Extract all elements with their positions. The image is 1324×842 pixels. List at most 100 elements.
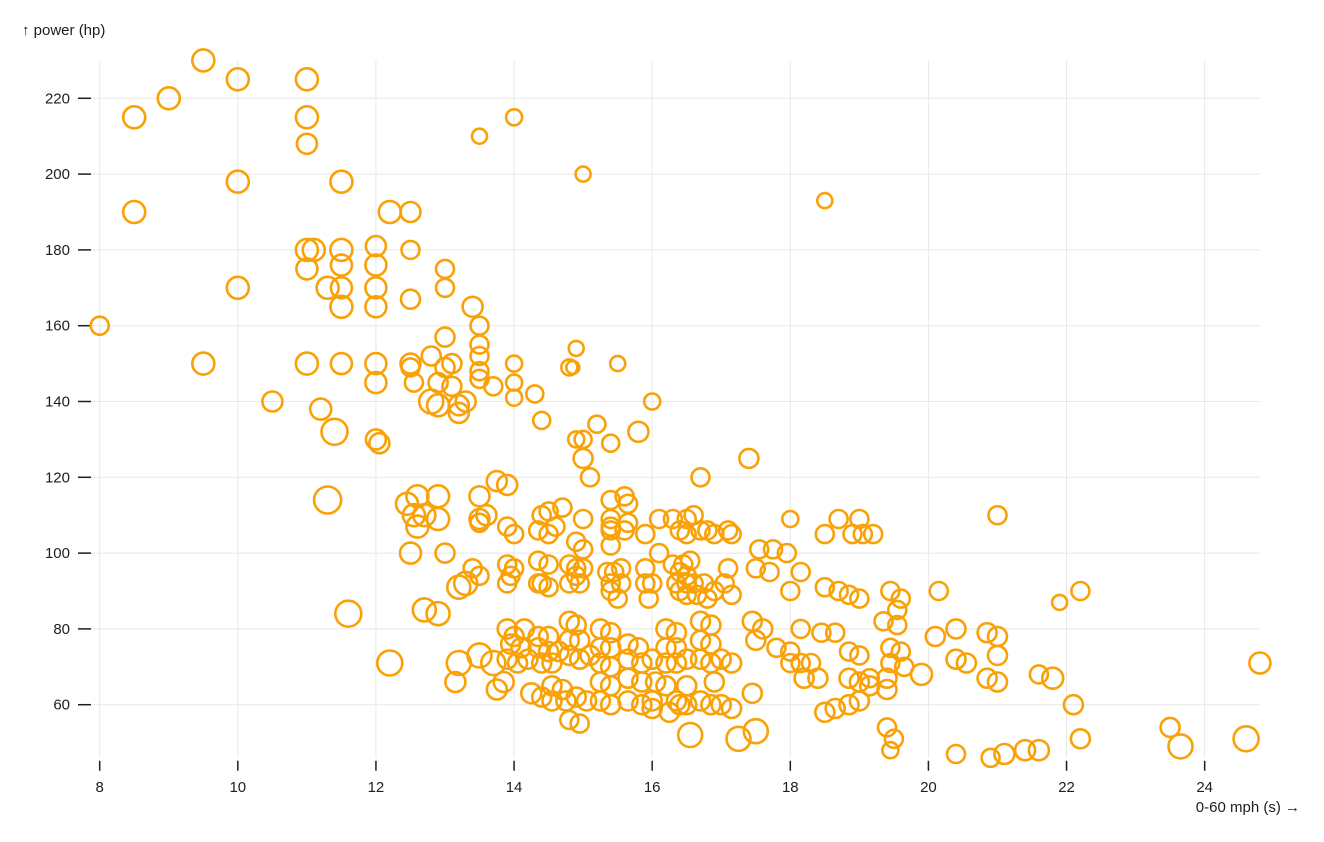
data-point-circle xyxy=(566,430,586,449)
data-point-circle xyxy=(1069,727,1092,750)
data-point-circle xyxy=(574,165,592,183)
data-point-circle xyxy=(545,516,566,537)
data-point-circle xyxy=(447,401,471,425)
data-point-circle xyxy=(468,484,491,508)
data-point-circle xyxy=(876,667,898,690)
y-tick-label: 80 xyxy=(53,621,70,638)
x-axis-title: 0-60 mph (s) → xyxy=(1196,799,1300,816)
data-point-circle xyxy=(434,326,456,348)
data-point-circle xyxy=(479,649,507,677)
data-point-circle xyxy=(294,67,320,92)
data-point-circle xyxy=(261,390,284,413)
data-point-circle xyxy=(294,351,320,376)
data-point-circle xyxy=(776,542,798,564)
data-point-circle xyxy=(745,557,767,579)
data-point-circle xyxy=(333,599,363,629)
data-point-circle xyxy=(744,629,767,652)
data-point-circle xyxy=(405,514,430,539)
data-point-circle xyxy=(880,652,901,674)
data-point-circle xyxy=(852,523,874,545)
data-point-circle xyxy=(617,633,639,655)
data-point-circle xyxy=(642,392,662,411)
data-point-circle xyxy=(1232,724,1260,753)
data-point-circle xyxy=(312,485,343,515)
data-point-circle xyxy=(469,334,490,355)
data-point-circle xyxy=(987,504,1008,526)
data-point-circle xyxy=(738,447,760,470)
data-point-circle xyxy=(1013,738,1037,762)
data-point-circle xyxy=(225,169,251,194)
data-point-circle xyxy=(689,648,712,671)
data-point-circle xyxy=(492,670,516,694)
data-point-circle xyxy=(690,520,711,541)
data-point-circle xyxy=(399,352,422,375)
data-point-circle xyxy=(527,573,549,594)
y-tick-label: 60 xyxy=(53,697,70,714)
data-point-circle xyxy=(541,652,563,674)
data-point-circle xyxy=(503,523,525,545)
data-point-circle xyxy=(466,642,493,669)
data-point-circle xyxy=(527,636,550,659)
data-point-circle xyxy=(454,390,478,413)
data-point-circle xyxy=(572,447,594,470)
data-point-circle xyxy=(579,466,601,488)
data-point-circle xyxy=(790,652,812,674)
data-point-circle xyxy=(742,717,770,745)
data-point-circle xyxy=(504,354,524,373)
data-point-circle xyxy=(617,667,639,690)
data-point-circle xyxy=(720,652,743,674)
data-point-circle xyxy=(955,652,978,674)
data-point-circle xyxy=(499,633,522,655)
data-point-circle xyxy=(596,561,618,583)
data-point-circle xyxy=(638,588,660,609)
data-point-circle xyxy=(790,561,812,583)
data-point-circle xyxy=(849,588,870,609)
data-point-circle xyxy=(364,294,388,319)
data-point-circle xyxy=(741,682,764,705)
data-point-circle xyxy=(191,351,216,376)
data-point-circle xyxy=(610,557,632,579)
data-point-circle xyxy=(599,621,622,644)
y-tick-label: 220 xyxy=(45,90,70,107)
data-point-circle xyxy=(648,508,670,530)
data-point-circle xyxy=(881,740,900,760)
data-point-circle xyxy=(425,506,451,532)
data-point-circle xyxy=(890,588,912,609)
data-point-circle xyxy=(121,105,147,130)
data-point-circle xyxy=(510,636,532,659)
data-point-circle xyxy=(558,709,580,731)
data-point-circle xyxy=(398,541,423,565)
data-point-circle xyxy=(641,573,663,594)
data-point-circle xyxy=(838,667,860,690)
data-point-circle xyxy=(748,538,770,560)
data-point-circle xyxy=(308,397,333,421)
data-point-circle xyxy=(924,625,947,648)
data-point-circle xyxy=(485,678,509,701)
data-point-circle xyxy=(495,473,519,497)
y-axis-title: ↑ power (hp) xyxy=(22,22,105,39)
data-point-circle xyxy=(811,622,832,644)
y-tick-label: 140 xyxy=(45,394,70,411)
data-point-circle xyxy=(225,275,251,301)
data-point-circle xyxy=(824,622,846,644)
data-point-circle xyxy=(444,670,467,694)
data-point-circle xyxy=(883,728,905,750)
data-point-circle xyxy=(976,667,998,690)
data-point-circle xyxy=(541,690,563,712)
data-point-circle xyxy=(1027,738,1051,762)
data-point-circle xyxy=(504,108,524,127)
data-point-circle xyxy=(703,671,726,693)
data-point-circle xyxy=(569,713,591,734)
data-point-circle xyxy=(568,648,591,671)
data-point-circle xyxy=(469,360,490,382)
data-point-circle xyxy=(461,295,484,319)
data-point-circle xyxy=(530,652,553,674)
data-point-circle xyxy=(873,610,894,632)
data-point-circle xyxy=(880,637,901,659)
y-tick-label: 100 xyxy=(45,545,70,562)
data-point-circle xyxy=(721,523,742,545)
data-point-circle xyxy=(1050,593,1069,612)
data-point-circle xyxy=(655,652,677,674)
data-point-circle xyxy=(876,678,898,701)
data-point-circle xyxy=(665,652,688,674)
